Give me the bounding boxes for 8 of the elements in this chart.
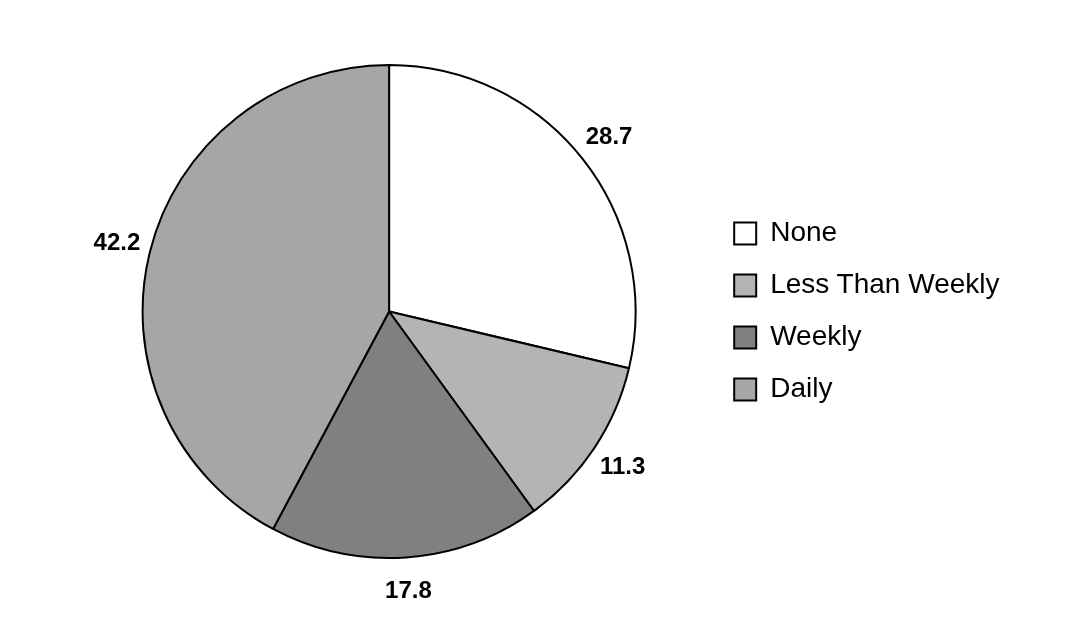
- data-label: 42.2: [93, 228, 141, 256]
- legend-label: Weekly: [770, 320, 862, 352]
- data-label: 28.7: [585, 122, 633, 150]
- legend-label: Less Than Weekly: [770, 268, 1000, 300]
- data-label: 17.8: [385, 575, 432, 603]
- legend-label: Daily: [770, 372, 833, 404]
- data-label: 11.3: [599, 451, 646, 479]
- legend-label: None: [770, 216, 838, 248]
